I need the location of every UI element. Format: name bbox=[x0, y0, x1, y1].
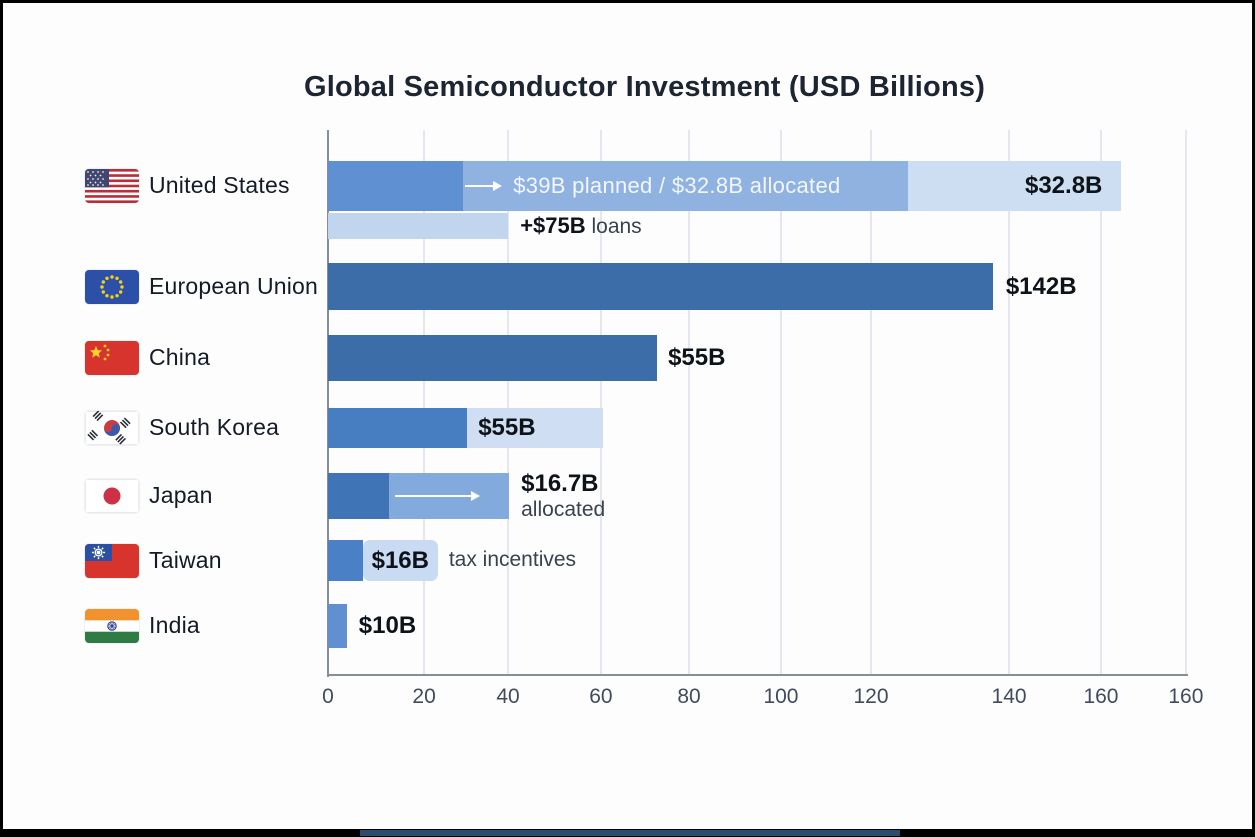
arrow-head bbox=[471, 491, 481, 501]
us-flag-icon bbox=[85, 169, 139, 203]
annotation-text: $16.7B bbox=[521, 470, 599, 498]
annotation-india: $10B bbox=[359, 600, 416, 652]
annotation-text: $10B bbox=[358, 612, 417, 640]
kr-flag-icon bbox=[85, 411, 139, 445]
annotation-line: +$75B loans bbox=[520, 213, 642, 239]
arrow-icon-japan bbox=[395, 490, 481, 502]
annotation-line: $55B bbox=[668, 344, 725, 372]
gridline bbox=[779, 130, 782, 675]
chart-title: Global Semiconductor Investment (USD Bil… bbox=[303, 71, 986, 103]
annotation-text: $142B bbox=[1005, 272, 1077, 300]
value-label-united-states: $32.8B bbox=[1024, 172, 1103, 199]
value-label-south-korea: $55B bbox=[478, 414, 536, 441]
gridline bbox=[507, 130, 510, 675]
x-tick-label: 20 bbox=[412, 685, 436, 708]
arrow-icon-united-states bbox=[465, 180, 502, 192]
gridline bbox=[1184, 130, 1187, 675]
x-tick-label: 160 bbox=[1168, 685, 1204, 708]
bar-taiwan-segment-0-0 bbox=[328, 540, 363, 581]
country-label-united-states: United States bbox=[149, 172, 290, 198]
country-label-european-union: European Union bbox=[149, 272, 319, 299]
annotation-line: allocated bbox=[521, 498, 605, 522]
gridline bbox=[1099, 130, 1102, 675]
value-label-united-states: $39B planned / $32.8B allocated bbox=[513, 173, 841, 198]
annotation-taiwan: tax incentives bbox=[449, 536, 576, 585]
annotation-china: $55B bbox=[668, 331, 725, 385]
annotation-line: $10B bbox=[359, 612, 416, 640]
x-tick-label: 140 bbox=[991, 685, 1027, 708]
gridline bbox=[870, 130, 872, 675]
bar-china-segment-0-0 bbox=[328, 335, 657, 381]
annotation-text: allocated bbox=[521, 497, 606, 521]
bar-european-union-segment-0-0 bbox=[328, 263, 994, 310]
annotation-japan: $16.7B allocated bbox=[521, 469, 605, 523]
in-flag-icon bbox=[85, 609, 139, 643]
annotation-text: $55B bbox=[668, 344, 726, 372]
bar-south-korea-segment-0-0 bbox=[328, 408, 468, 448]
bar-united-states-segment-0-2 bbox=[907, 161, 1122, 211]
bar-south-korea-segment-0-1 bbox=[467, 408, 603, 448]
annotation-text: loans bbox=[585, 214, 642, 238]
arrow-head bbox=[492, 181, 502, 191]
bottom-progress-bar bbox=[360, 830, 900, 836]
gridline bbox=[423, 130, 426, 675]
cn-flag-icon bbox=[85, 341, 139, 375]
annotation-text: +$75B bbox=[520, 212, 586, 238]
country-label-south-korea: South Korea bbox=[149, 414, 280, 440]
annotation-line: tax incentives bbox=[449, 548, 576, 572]
country-label-china: China bbox=[149, 344, 211, 370]
gridline bbox=[599, 130, 602, 675]
eu-flag-icon bbox=[85, 269, 139, 304]
country-label-india: India bbox=[149, 612, 200, 638]
value-label-taiwan: $16B bbox=[371, 546, 429, 574]
bar-united-states-segment-0-0 bbox=[328, 161, 463, 211]
gridline bbox=[1008, 130, 1011, 675]
annotation-united-states: +$75B loans bbox=[520, 209, 642, 243]
tw-flag-icon bbox=[85, 543, 139, 578]
annotation-line: $142B bbox=[1006, 273, 1077, 301]
annotation-line: $16.7B bbox=[521, 470, 598, 498]
x-tick-label: 80 bbox=[677, 685, 701, 708]
jp-flag-icon bbox=[85, 479, 139, 513]
plot-area: 0 20 40 60 80 100 120 140 160 160 United States $39… bbox=[3, 3, 1252, 829]
arrow-shaft bbox=[465, 185, 493, 187]
x-tick-label: 60 bbox=[589, 685, 613, 708]
x-tick-label: 160 bbox=[1083, 685, 1119, 708]
x-tick-label: 0 bbox=[322, 685, 334, 708]
bar-india-segment-0-0 bbox=[328, 604, 348, 648]
bar-japan-segment-0-0 bbox=[328, 473, 390, 519]
annotation-text: tax incentives bbox=[448, 548, 577, 572]
x-axis-line bbox=[327, 674, 1188, 676]
gridline bbox=[688, 130, 691, 675]
x-tick-label: 120 bbox=[853, 685, 889, 708]
annotation-european-union: $142B bbox=[1006, 259, 1077, 314]
x-tick-label: 40 bbox=[496, 685, 520, 708]
x-tick-label: 100 bbox=[763, 685, 799, 708]
bar-united-states-segment-1-0 bbox=[328, 213, 509, 239]
arrow-shaft bbox=[395, 495, 472, 497]
country-label-japan: Japan bbox=[149, 482, 213, 508]
y-axis-line bbox=[327, 130, 329, 677]
bar-united-states-segment-0-1 bbox=[462, 161, 908, 211]
bar-taiwan-segment-0-1 bbox=[362, 540, 439, 581]
country-label-taiwan: Taiwan bbox=[149, 546, 222, 573]
